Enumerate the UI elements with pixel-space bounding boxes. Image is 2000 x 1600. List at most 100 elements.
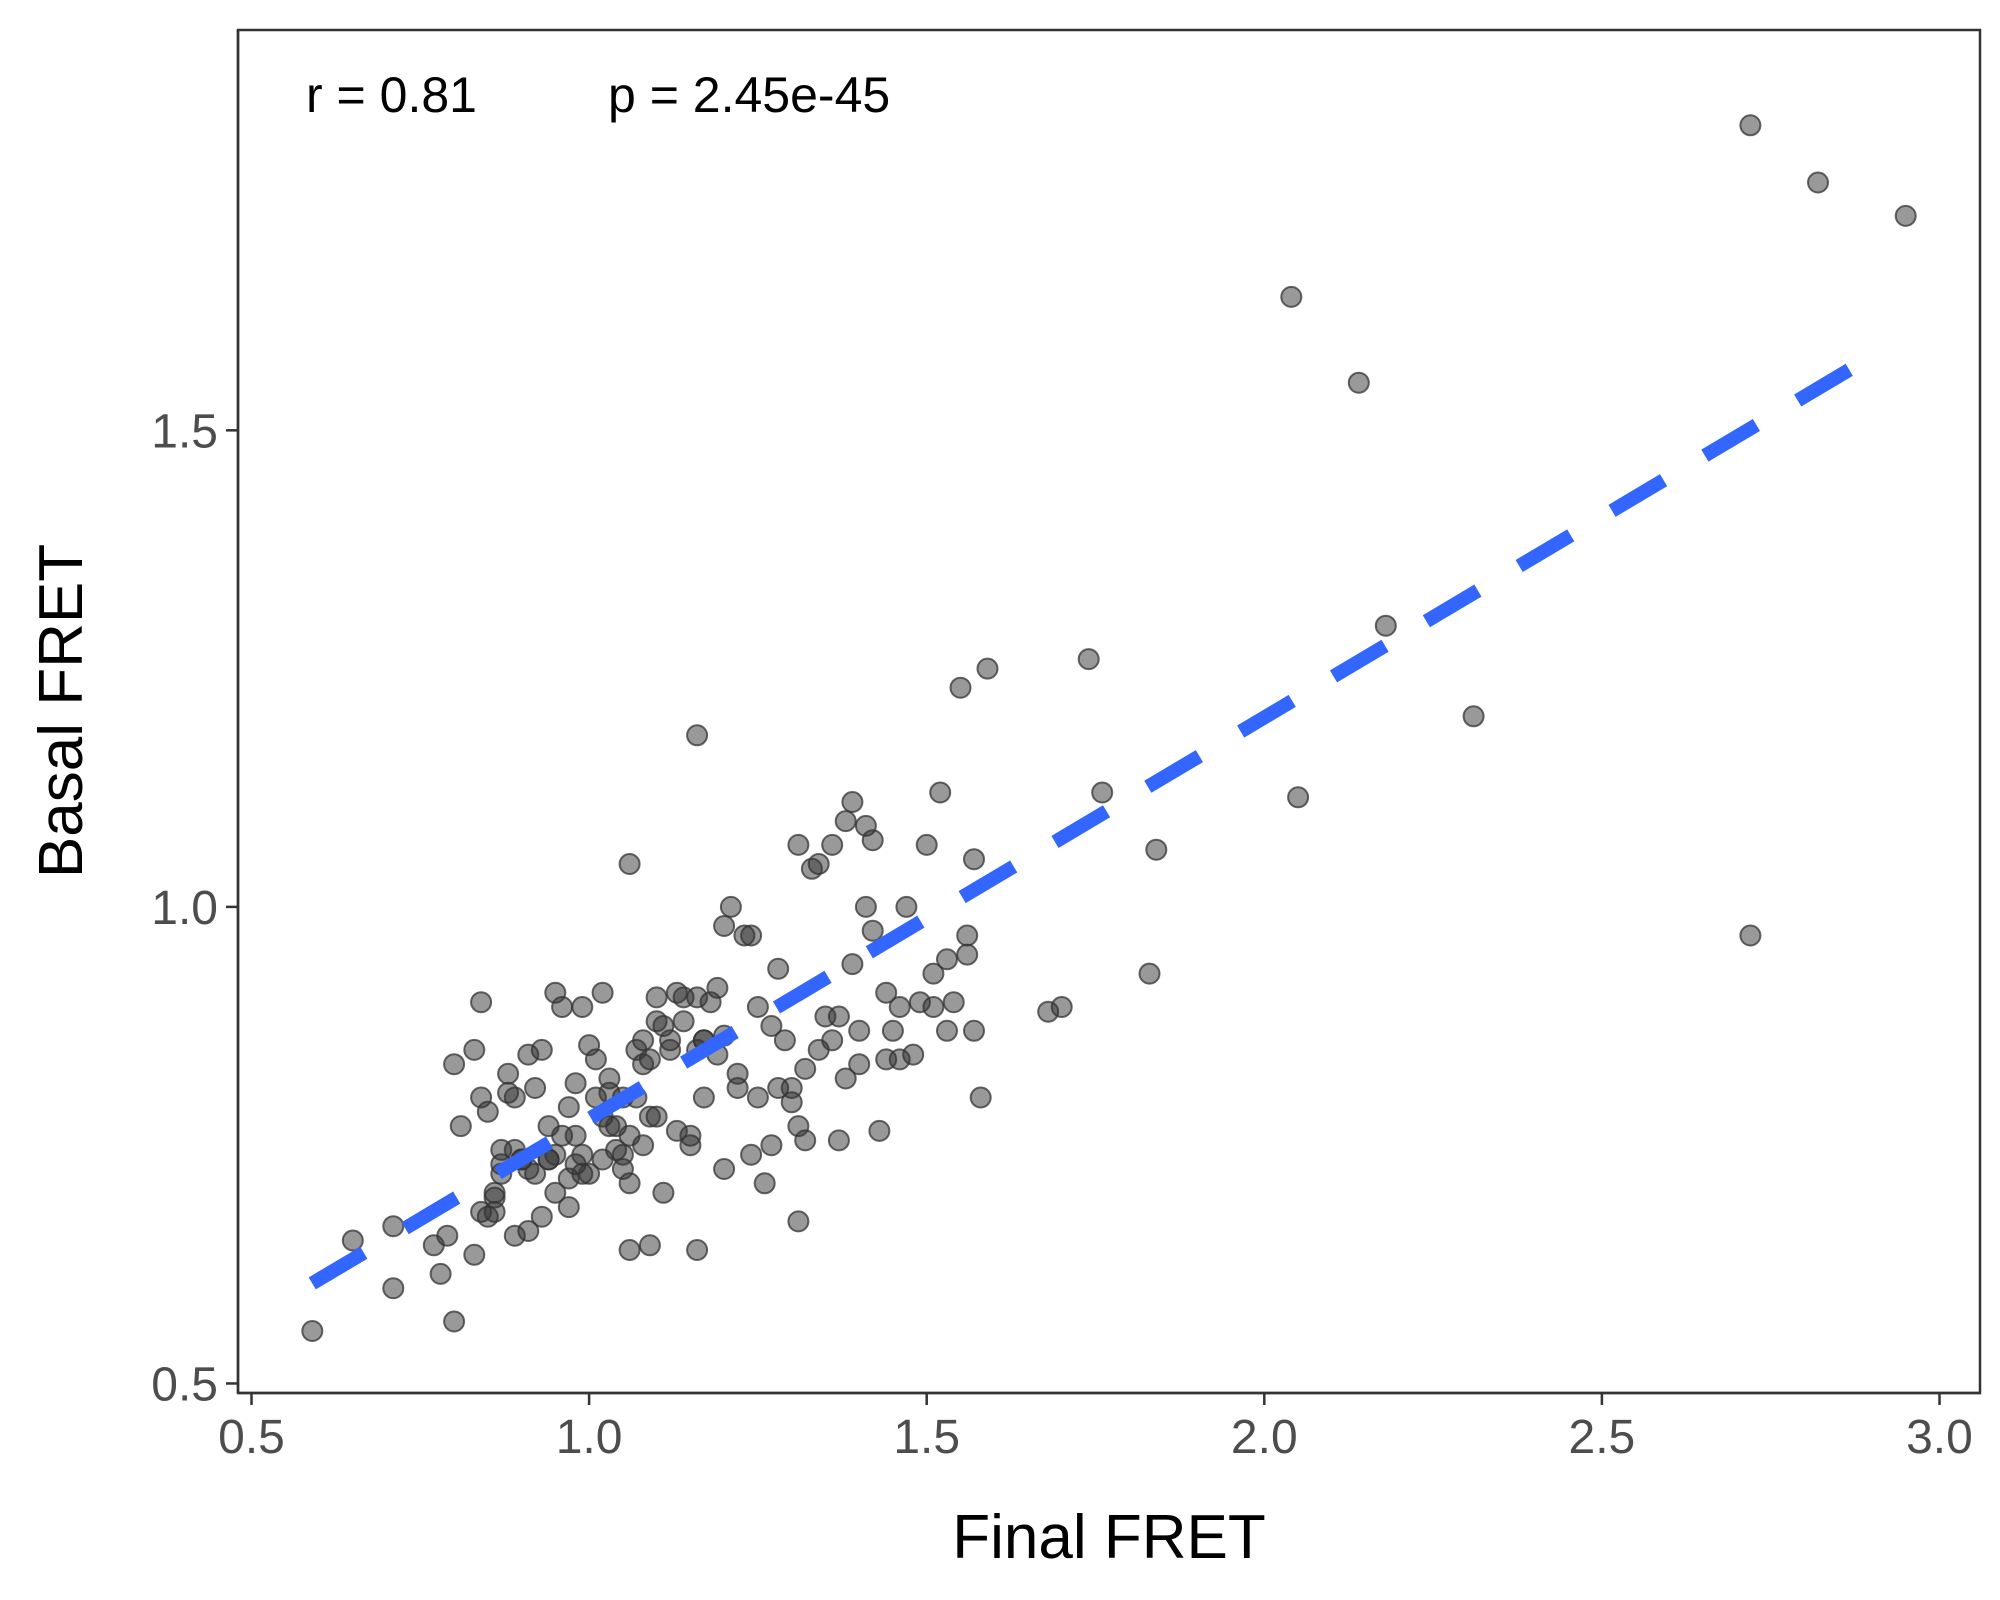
data-point-71 <box>706 976 729 999</box>
data-point-143 <box>632 1029 655 1052</box>
p-annotation: p = 2.45e-45 <box>608 67 890 123</box>
data-point-94 <box>807 853 830 875</box>
data-point-81 <box>753 1172 776 1195</box>
data-point-12 <box>463 1243 486 1266</box>
x-tick-label-0.5: 0.5 <box>218 1411 285 1464</box>
data-point-133 <box>807 1038 830 1061</box>
data-point-80 <box>746 996 769 1018</box>
data-point-122 <box>956 943 979 966</box>
data-point-97 <box>821 833 844 856</box>
fit-line-layer <box>308 362 1856 1290</box>
data-point-126 <box>969 1086 992 1109</box>
data-point-73 <box>713 1158 736 1180</box>
data-point-118 <box>936 948 958 971</box>
data-point-112 <box>895 895 918 918</box>
data-point-151 <box>557 1096 580 1119</box>
data-point-54 <box>632 1134 655 1157</box>
data-point-136 <box>618 853 641 875</box>
data-point-26 <box>530 1038 553 1061</box>
data-point-120 <box>942 991 965 1014</box>
data-point-141 <box>645 1010 668 1033</box>
data-point-62 <box>672 1010 695 1033</box>
data-point-170 <box>1050 996 1073 1018</box>
data-point-107 <box>868 1119 891 1142</box>
data-point-102 <box>848 1019 871 1042</box>
data-point-168 <box>618 1239 641 1261</box>
data-point-99 <box>827 1129 850 1152</box>
data-point-36 <box>564 1072 587 1095</box>
data-point-161 <box>483 1181 506 1204</box>
data-point-173 <box>1138 962 1161 985</box>
data-point-174 <box>1145 838 1168 861</box>
data-point-171 <box>1077 648 1100 671</box>
data-point-125 <box>963 1019 985 1042</box>
r-annotation: r = 0.81 <box>306 67 477 123</box>
data-point-119 <box>936 1019 958 1042</box>
data-point-172 <box>1091 781 1114 804</box>
data-point-92 <box>794 1129 817 1152</box>
data-point-159 <box>497 1081 520 1104</box>
data-point-3 <box>382 1215 405 1238</box>
y-axis-title: Basal FRET <box>27 544 96 878</box>
data-point-167 <box>713 915 736 937</box>
x-tick-label-2.5: 2.5 <box>1569 1411 1636 1464</box>
data-point-140 <box>665 981 688 1004</box>
data-point-19 <box>497 1062 520 1085</box>
data-point-155 <box>524 1162 547 1185</box>
data-point-56 <box>638 1234 661 1257</box>
data-point-90 <box>787 833 810 856</box>
data-point-165 <box>686 1239 709 1261</box>
data-point-123 <box>956 924 979 947</box>
data-point-103 <box>854 895 877 918</box>
data-point-182 <box>1807 171 1829 194</box>
points-layer <box>301 114 1917 1342</box>
x-tick-label-2.0: 2.0 <box>1231 1411 1298 1464</box>
fit-line <box>308 362 1856 1290</box>
data-point-114 <box>915 833 938 856</box>
data-point-85 <box>773 1029 796 1052</box>
data-point-106 <box>861 829 884 852</box>
data-point-150 <box>564 1153 587 1176</box>
data-point-163 <box>470 1200 493 1223</box>
x-tick-label-3.0: 3.0 <box>1906 1411 1973 1464</box>
data-point-116 <box>922 996 945 1018</box>
data-point-79 <box>746 1086 769 1109</box>
data-point-87 <box>780 1091 803 1114</box>
data-point-78 <box>740 1143 763 1166</box>
data-point-34 <box>557 1196 580 1219</box>
y-tick-label-1.5: 1.5 <box>151 405 218 458</box>
x-tick-label-1.0: 1.0 <box>556 1411 623 1464</box>
data-point-0 <box>301 1320 324 1342</box>
data-point-41 <box>584 1048 607 1071</box>
data-point-130 <box>848 1053 871 1076</box>
data-point-127 <box>976 657 999 680</box>
data-point-57 <box>645 986 668 1009</box>
data-point-175 <box>1280 285 1303 308</box>
data-point-8 <box>449 1115 472 1138</box>
data-point-128 <box>902 1043 925 1066</box>
data-point-164 <box>686 724 709 747</box>
data-point-14 <box>476 1100 499 1123</box>
y-tick-label-1.0: 1.0 <box>151 882 218 935</box>
data-point-25 <box>524 1077 547 1099</box>
data-point-82 <box>760 1015 783 1037</box>
data-point-135 <box>726 1062 749 1085</box>
data-point-131 <box>834 810 857 833</box>
data-point-89 <box>787 1210 810 1233</box>
x-axis-title: Final FRET <box>952 1503 1265 1572</box>
data-point-181 <box>1739 114 1762 137</box>
data-point-110 <box>888 996 911 1018</box>
data-point-100 <box>834 1067 857 1090</box>
data-point-180 <box>1739 924 1762 947</box>
data-point-68 <box>692 1086 715 1109</box>
data-point-142 <box>638 1048 661 1071</box>
data-point-2 <box>382 1277 405 1300</box>
data-point-91 <box>794 1057 817 1080</box>
data-point-98 <box>827 1005 850 1028</box>
data-point-58 <box>645 1105 668 1128</box>
data-point-183 <box>1894 204 1917 227</box>
data-point-9 <box>443 1053 466 1076</box>
data-point-77 <box>740 924 763 947</box>
data-point-64 <box>679 1134 702 1157</box>
